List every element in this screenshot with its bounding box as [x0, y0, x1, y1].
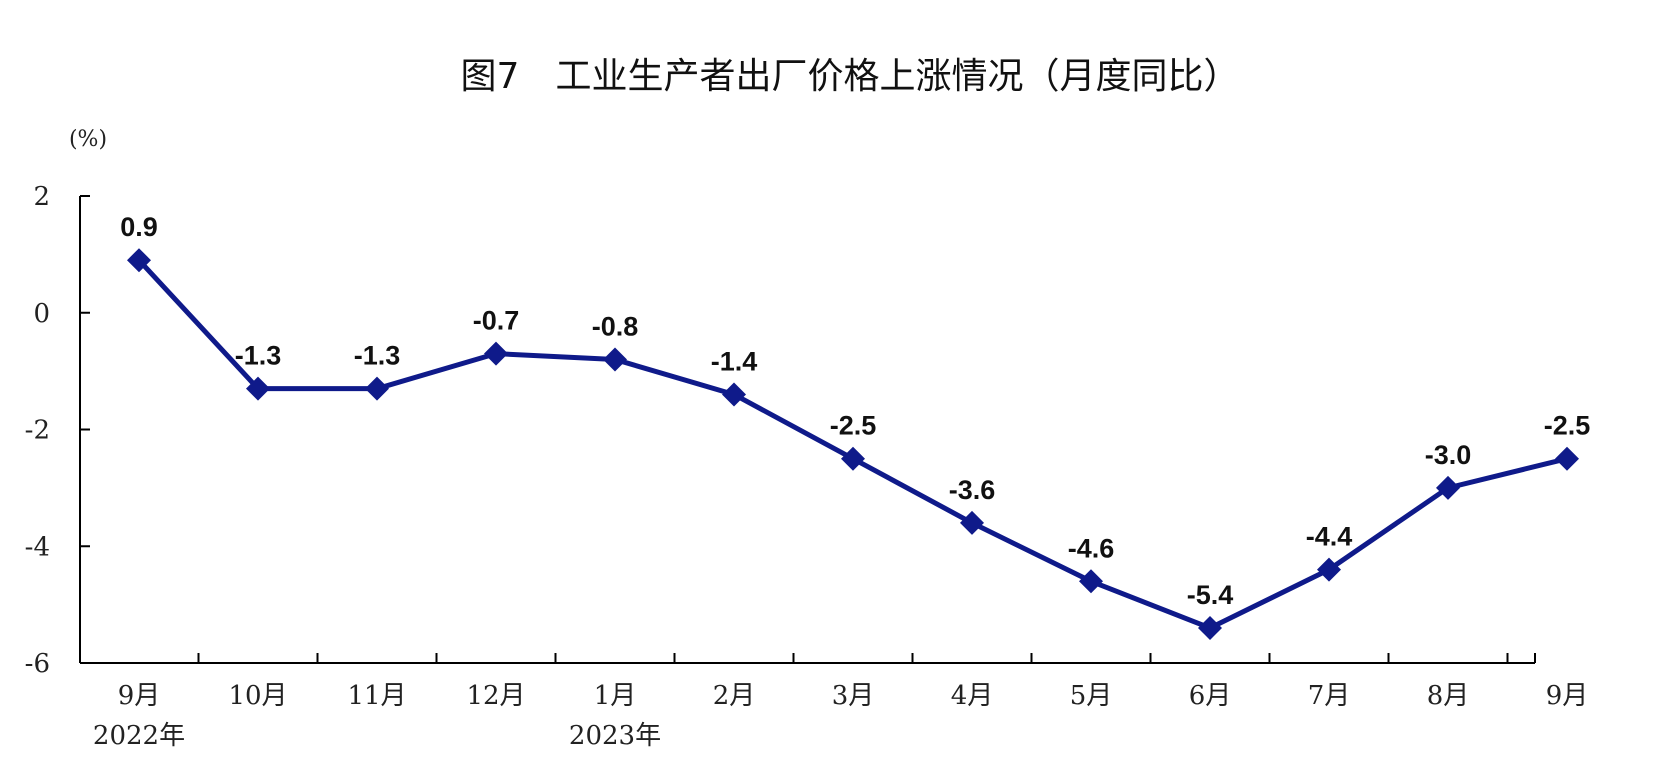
- x-tick-label: 9月: [118, 681, 161, 711]
- data-label: -3.6: [949, 475, 996, 505]
- x-tick-label: 7月: [1308, 681, 1351, 711]
- y-tick-label: 0: [33, 299, 50, 329]
- x-tick-label: 6月: [1189, 681, 1232, 711]
- x-tick-label: 11月: [347, 681, 406, 711]
- x-tick-label: 1月: [594, 681, 637, 711]
- data-label: -4.6: [1068, 533, 1115, 563]
- series-layer: 0.9 -1.3 -1.3 -0.7 -0.8 -1.4 -2.5 -3.6 -4.6 -5.4 -…: [120, 212, 1590, 640]
- data-label: -0.8: [592, 311, 639, 341]
- x-tick-label: 8月: [1427, 681, 1470, 711]
- data-label: -3.0: [1425, 440, 1472, 470]
- data-point-marker: [960, 510, 984, 535]
- x-year-label: 2022年: [93, 721, 185, 751]
- data-point-marker: [603, 347, 627, 372]
- y-axis-ticks: 2 0 -2 -4 -6: [25, 182, 90, 679]
- y-tick-label: -2: [25, 416, 50, 446]
- y-tick-label: -4: [25, 532, 50, 562]
- x-tick-label: 12月: [466, 681, 525, 711]
- x-tick-label: 5月: [1070, 681, 1113, 711]
- data-label: -4.4: [1306, 522, 1353, 552]
- y-tick-label: -6: [25, 649, 50, 679]
- data-label: -1.3: [354, 341, 401, 371]
- data-label: -1.3: [235, 341, 282, 371]
- data-point-marker: [246, 376, 270, 401]
- x-year-label: 2023年: [569, 721, 661, 751]
- data-point-marker: [127, 248, 151, 273]
- data-point-marker: [484, 341, 508, 366]
- axes: [79, 196, 1535, 664]
- data-label: 0.9: [120, 212, 158, 242]
- x-tick-label: 2月: [713, 681, 756, 711]
- x-tick-label: 10月: [228, 681, 287, 711]
- data-point-marker: [1079, 569, 1103, 594]
- data-point-marker: [1436, 475, 1460, 500]
- data-label: -1.4: [711, 346, 758, 376]
- data-label: -2.5: [830, 411, 877, 441]
- x-axis-ticks: 9月 10月 11月 12月 1月 2月 3月 4月 5月 6月 7月 8月 9月 2022年 2023年: [93, 653, 1588, 751]
- x-tick-label: 3月: [832, 681, 875, 711]
- series-line: [137, 258, 1568, 631]
- chart-title: 图7 工业生产者出厂价格上涨情况（月度同比）: [461, 56, 1240, 97]
- data-label: -0.7: [473, 306, 520, 336]
- y-tick-label: 2: [33, 182, 50, 212]
- data-label: -5.4: [1187, 580, 1234, 610]
- data-point-marker: [1198, 615, 1222, 640]
- data-point-marker: [1555, 446, 1579, 471]
- x-tick-label: 9月: [1546, 681, 1589, 711]
- y-axis-unit-label: (%): [69, 127, 107, 152]
- data-point-marker: [841, 446, 865, 471]
- x-tick-label: 4月: [951, 681, 994, 711]
- data-point-marker: [722, 382, 746, 407]
- data-label: -2.5: [1544, 411, 1591, 441]
- data-point-marker: [365, 376, 389, 401]
- data-point-marker: [1317, 557, 1341, 582]
